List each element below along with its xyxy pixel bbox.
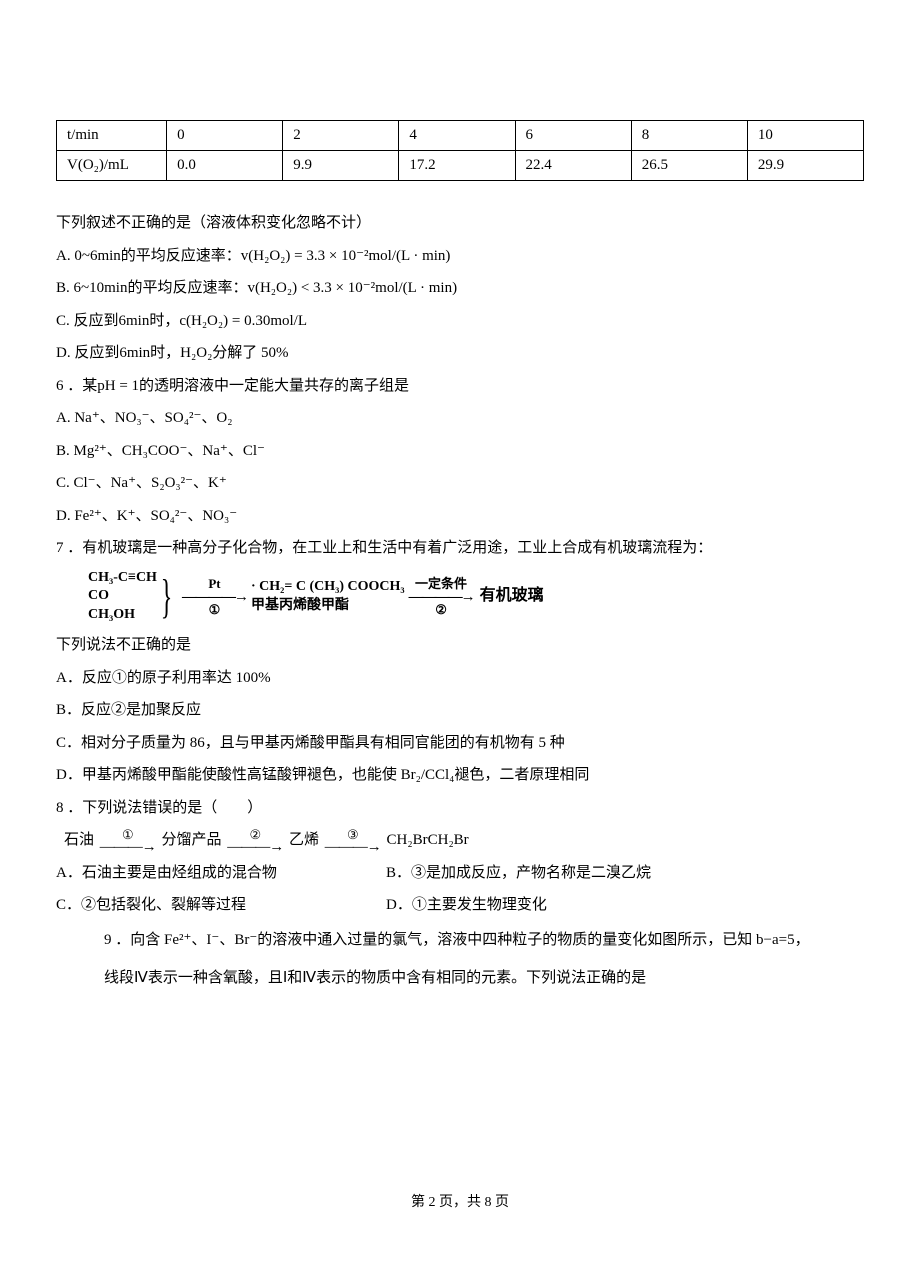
cell: 9.9 (283, 151, 399, 181)
q8-option-a: A．石油主要是由烃组成的混合物 (56, 859, 386, 888)
arrow-2: 一定条件 ————→ ② (409, 577, 474, 618)
q8-stem: 8 ．下列说法错误的是（ ） (56, 794, 864, 823)
intermediate-name: 甲基丙烯酸甲酯 (251, 597, 405, 616)
cell: 6 (515, 121, 631, 151)
intermediate-formula: · CH₂= C (CH₃) COOCH₃ (251, 578, 405, 597)
q8-options-row1: A．石油主要是由烃组成的混合物 B．③是加成反应，产物名称是二溴乙烷 (56, 859, 864, 888)
final-product: 有机玻璃 (480, 586, 544, 607)
q9-line1: 9 ．向含 Fe²⁺、I⁻、Br⁻的溶液中通入过量的氯气，溶液中四种粒子的物质的… (56, 926, 864, 955)
reactants: CH₃-C≡CH CO CH₃OH (88, 569, 157, 626)
q7-lead: 下列说法不正确的是 (56, 631, 864, 660)
page-footer: 第 2 页，共 8 页 (0, 1191, 920, 1211)
step-2: ② (435, 603, 447, 617)
arrow-shaft: ———→ (325, 841, 381, 853)
reactant-3: CH₃OH (88, 606, 157, 625)
cell: 2 (283, 121, 399, 151)
option-b: B. 6~10min的平均反应速率：v(H₂O₂) < 3.3 × 10⁻²mo… (56, 274, 864, 303)
cell: 0 (167, 121, 283, 151)
flow-item: CH₂BrCH₂Br (387, 832, 469, 848)
q7-option-d: D．甲基丙烯酸甲酯能使酸性高锰酸钾褪色，也能使 Br₂/CCl₄褪色，二者原理相… (56, 761, 864, 790)
cell: 10 (747, 121, 863, 151)
q7-option-b: B．反应②是加聚反应 (56, 696, 864, 725)
data-table: t/min 0 2 4 6 8 10 V(O₂)/mL 0.0 9.9 17.2… (56, 120, 864, 181)
q6-option-c: C. Cl⁻、Na⁺、S₂O₃²⁻、K⁺ (56, 469, 864, 498)
q8-options-row2: C．②包括裂化、裂解等过程 D．①主要发生物理变化 (56, 891, 864, 920)
intermediate: · CH₂= C (CH₃) COOCH₃ 甲基丙烯酸甲酯 (251, 578, 405, 616)
cell: 8 (631, 121, 747, 151)
cell: t/min (57, 121, 167, 151)
q6-option-d: D. Fe²⁺、K⁺、SO₄²⁻、NO₃⁻ (56, 502, 864, 531)
q8-option-d: D．①主要发生物理变化 (386, 891, 547, 920)
step-1: ① (209, 603, 221, 617)
q8-option-b: B．③是加成反应，产物名称是二溴乙烷 (386, 859, 651, 888)
option-c: C. 反应到6min时，c(H₂O₂) = 0.30mol/L (56, 307, 864, 336)
q7-option-a: A．反应①的原子利用率达 100% (56, 664, 864, 693)
reactant-2: CO (88, 587, 157, 606)
flow-arrow: ① ———→ (100, 829, 156, 853)
cell: 0.0 (167, 151, 283, 181)
cell: 22.4 (515, 151, 631, 181)
q9-line2: 线段Ⅳ表示一种含氧酸，且Ⅰ和Ⅳ表示的物质中含有相同的元素。下列说法正确的是 (56, 964, 864, 993)
q7-stem: 7 ．有机玻璃是一种高分子化合物，在工业上和生活中有着广泛用途，工业上合成有机玻… (56, 534, 864, 563)
cell: 17.2 (399, 151, 515, 181)
q7-option-c: C．相对分子质量为 86，且与甲基丙烯酸甲酯具有相同官能团的有机物有 5 种 (56, 729, 864, 758)
question-intro: 下列叙述不正确的是（溶液体积变化忽略不计） (56, 209, 864, 238)
table-row: V(O₂)/mL 0.0 9.9 17.2 22.4 26.5 29.9 (57, 151, 864, 181)
q6-option-b: B. Mg²⁺、CH₃COO⁻、Na⁺、Cl⁻ (56, 437, 864, 466)
reactant-1: CH₃-C≡CH (88, 569, 157, 588)
flow-item: 分馏产品 (162, 832, 222, 848)
flow-item: 乙烯 (289, 832, 319, 848)
q7-reaction-diagram: CH₃-C≡CH CO CH₃OH } Pt ————→ ① · CH₂= C … (88, 569, 864, 626)
flow-item: 石油 (64, 832, 94, 848)
bracket-icon: } (161, 573, 173, 621)
option-d: D. 反应到6min时，H₂O₂分解了 50% (56, 339, 864, 368)
table-row: t/min 0 2 4 6 8 10 (57, 121, 864, 151)
arrow-shaft: ———→ (100, 841, 156, 853)
cell: 4 (399, 121, 515, 151)
flow-arrow: ③ ———→ (325, 829, 381, 853)
option-a: A. 0~6min的平均反应速率：v(H₂O₂) = 3.3 × 10⁻²mol… (56, 242, 864, 271)
q6-option-a: A. Na⁺、NO₃⁻、SO₄²⁻、O₂ (56, 404, 864, 433)
arrow-shaft: ———→ (227, 841, 283, 853)
cell: V(O₂)/mL (57, 151, 167, 181)
flow-arrow: ② ———→ (227, 829, 283, 853)
q6-stem: 6 ．某pH = 1的透明溶液中一定能大量共存的离子组是 (56, 372, 864, 401)
cell: 26.5 (631, 151, 747, 181)
q8-option-c: C．②包括裂化、裂解等过程 (56, 891, 386, 920)
q8-flow: 石油 ① ———→ 分馏产品 ② ———→ 乙烯 ③ ———→ CH₂BrCH₂… (56, 826, 864, 855)
cell: 29.9 (747, 151, 863, 181)
arrow-1: Pt ————→ ① (182, 577, 247, 618)
